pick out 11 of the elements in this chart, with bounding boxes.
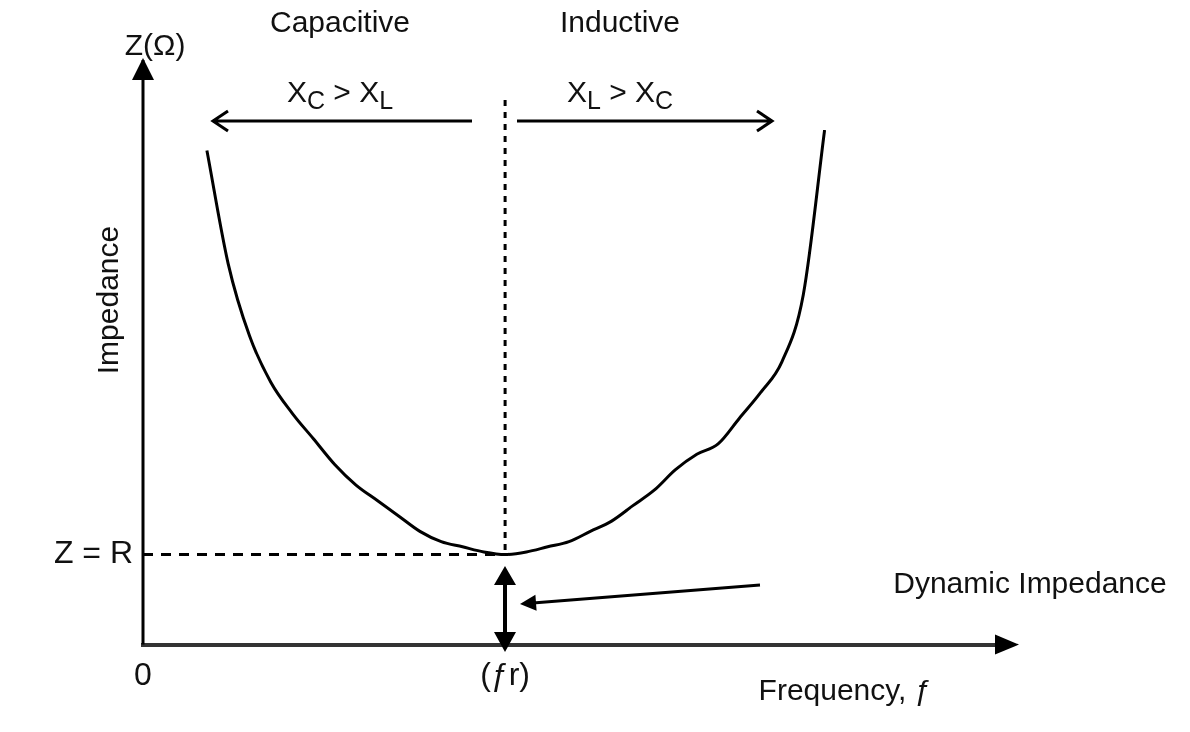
text: X$_{L}$ > X$_{C}$: [566, 75, 674, 114]
x-tick-label: 0: [134, 655, 152, 692]
text: Z(Ω): [124, 28, 186, 61]
y-axis-title: Impedance: [91, 225, 124, 375]
x-tick-label: (ƒr): [480, 655, 530, 692]
annotation: Dynamic Impedance: [893, 566, 1167, 599]
text: Capacitive: [269, 5, 411, 38]
text: Inductive: [559, 5, 681, 38]
text: X$_{C}$ > X$_{L}$: [286, 75, 394, 114]
x-axis-title: Frequency, ƒ: [758, 673, 932, 706]
ref-line-label: Z = R: [53, 534, 133, 571]
